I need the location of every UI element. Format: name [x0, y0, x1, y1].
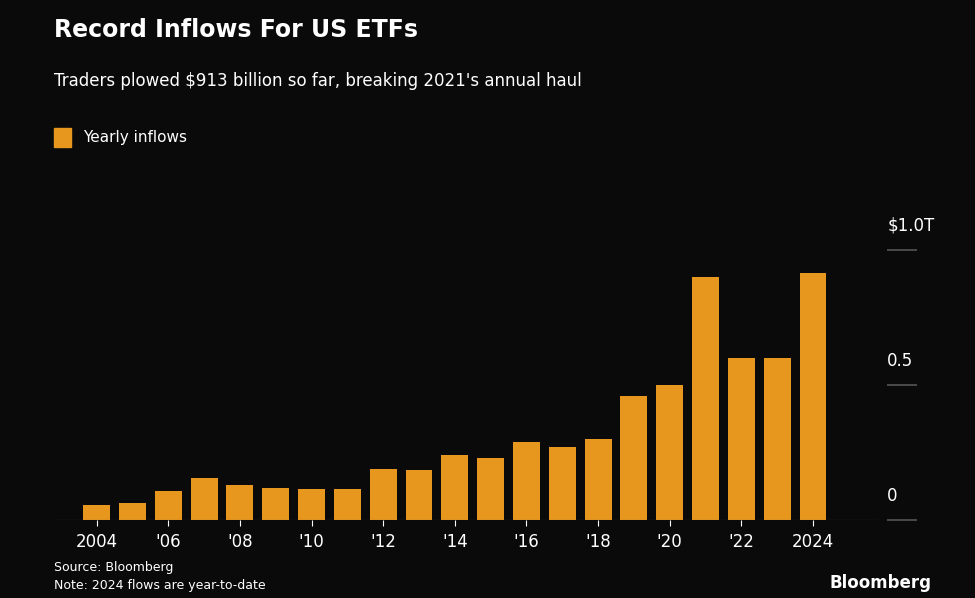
Bar [656, 385, 683, 520]
Bar [83, 505, 110, 520]
Bar [513, 442, 540, 520]
Text: Yearly inflows: Yearly inflows [83, 130, 187, 145]
Bar [406, 470, 433, 520]
Text: Source: Bloomberg
Note: 2024 flows are year-to-date: Source: Bloomberg Note: 2024 flows are y… [54, 561, 265, 592]
Bar [620, 396, 647, 520]
Bar [800, 273, 827, 520]
Bar [226, 485, 254, 520]
Text: 0.5: 0.5 [887, 352, 914, 370]
Bar [370, 469, 397, 520]
Bar [549, 447, 575, 520]
Bar [119, 503, 146, 520]
Text: Record Inflows For US ETFs: Record Inflows For US ETFs [54, 18, 417, 42]
Bar [477, 458, 504, 520]
Bar [728, 358, 755, 520]
Bar [155, 490, 181, 520]
Bar [763, 358, 791, 520]
Text: Traders plowed $913 billion so far, breaking 2021's annual haul: Traders plowed $913 billion so far, brea… [54, 72, 581, 90]
Text: $1.0T: $1.0T [887, 217, 934, 235]
Bar [333, 489, 361, 520]
Bar [191, 478, 217, 520]
Bar [298, 489, 325, 520]
Bar [692, 277, 719, 520]
Bar [262, 488, 290, 520]
Text: 0: 0 [887, 487, 898, 505]
Bar [442, 455, 468, 520]
Bar [585, 439, 611, 520]
Text: Bloomberg: Bloomberg [829, 574, 931, 592]
